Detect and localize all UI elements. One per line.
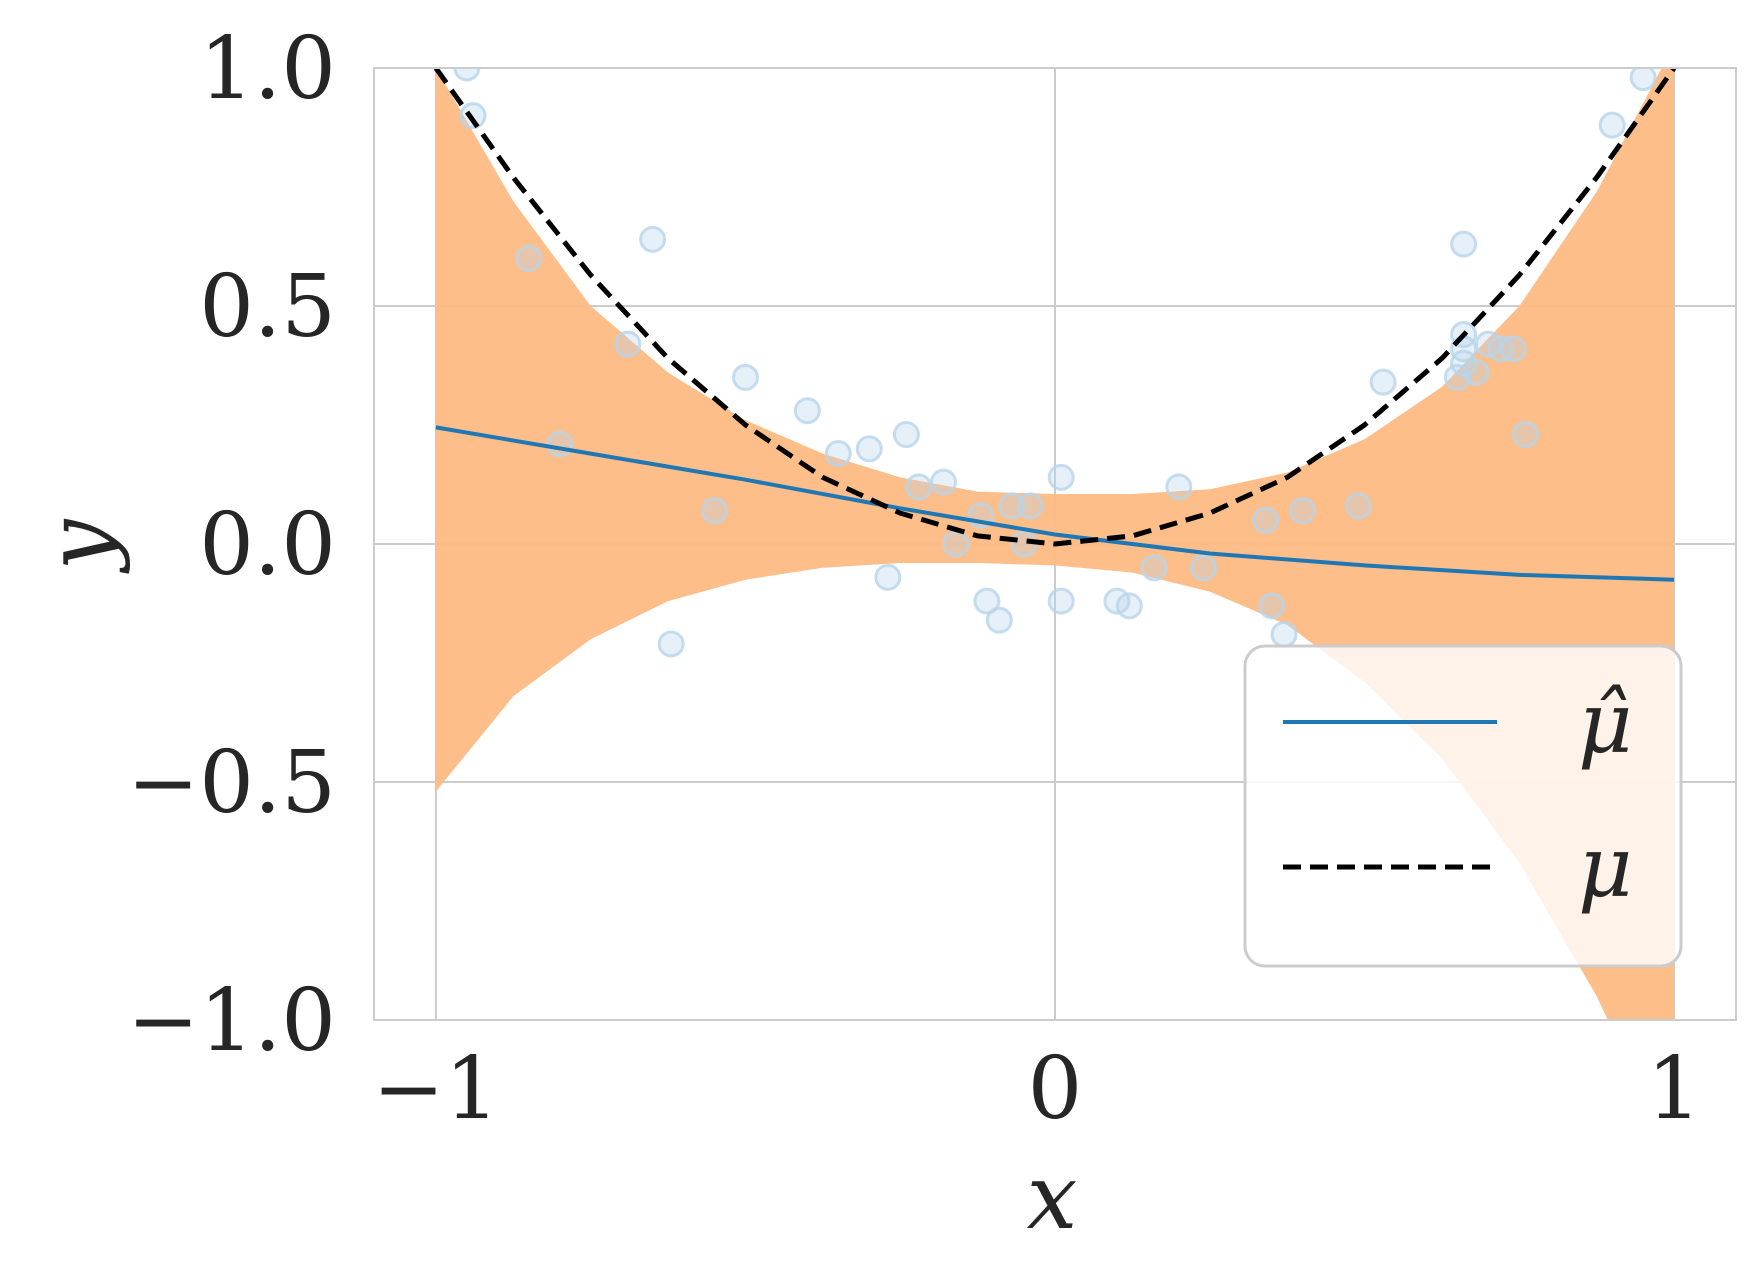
data-point-12 (874, 563, 902, 591)
x-tick-labels: −1 0 1 (373, 1039, 1702, 1139)
data-point-4 (614, 330, 642, 358)
data-point-16 (942, 530, 970, 558)
data-point-30 (1251, 506, 1279, 534)
series-line-mu-hat (435, 425, 1675, 582)
data-point-44 (1499, 335, 1527, 363)
x-tick-label-0: −1 (373, 1039, 500, 1139)
y-tick-label-0: 1.0 (199, 19, 336, 119)
data-point-26 (1115, 592, 1143, 620)
y-tick-labels: 1.0 0.5 0.0 −0.5 −1.0 (127, 19, 336, 1071)
data-point-3 (546, 430, 574, 458)
data-point-10 (824, 440, 852, 468)
data-point-15 (930, 468, 958, 496)
data-point-45 (1512, 421, 1540, 449)
data-point-19 (985, 606, 1013, 634)
data-point-9 (793, 397, 821, 425)
x-tick-label-1: 0 (1028, 1039, 1083, 1139)
data-point-41 (1462, 359, 1490, 387)
x-tick-label-2: 1 (1647, 1039, 1702, 1139)
data-point-40 (1450, 230, 1478, 258)
data-point-14 (905, 473, 933, 501)
data-point-33 (1289, 497, 1317, 525)
data-point-18 (973, 587, 1001, 615)
legend: μ̂ μ (1243, 644, 1683, 968)
scatter-points (453, 68, 1657, 658)
y-axis-label: y (27, 518, 132, 574)
series-line-mu (433, 68, 1677, 547)
data-point-7 (701, 497, 728, 525)
data-point-5 (639, 225, 667, 253)
data-point-20 (998, 492, 1026, 520)
data-point-6 (657, 630, 685, 658)
data-point-34 (1344, 492, 1372, 520)
data-point-35 (1369, 368, 1397, 396)
data-point-1 (459, 102, 487, 130)
data-point-31 (1258, 592, 1286, 620)
data-point-29 (1190, 554, 1218, 582)
data-point-23 (1047, 463, 1075, 491)
legend-box (1243, 644, 1683, 968)
y-tick-label-1: 0.5 (199, 257, 336, 357)
y-tick-label-4: −1.0 (127, 971, 336, 1071)
x-axis-label: x (1027, 1145, 1078, 1250)
y-tick-label-3: −0.5 (127, 733, 336, 833)
series-lines (433, 68, 1677, 582)
data-point-46 (1598, 111, 1626, 139)
data-point-0 (453, 68, 481, 82)
data-point-13 (892, 421, 920, 449)
data-point-2 (515, 244, 543, 272)
data-point-22 (1016, 492, 1044, 520)
plot-frame (373, 67, 1737, 1021)
data-point-8 (731, 363, 759, 391)
legend-label-mu: μ (1578, 818, 1633, 916)
data-point-24 (1047, 587, 1075, 615)
data-point-11 (855, 435, 883, 463)
data-point-28 (1165, 473, 1193, 501)
data-point-32 (1270, 620, 1298, 648)
data-point-47 (1629, 68, 1657, 92)
y-tick-label-2: 0.0 (199, 495, 336, 595)
legend-label-mu-hat: μ̂ (1578, 674, 1633, 772)
data-point-27 (1140, 554, 1168, 582)
